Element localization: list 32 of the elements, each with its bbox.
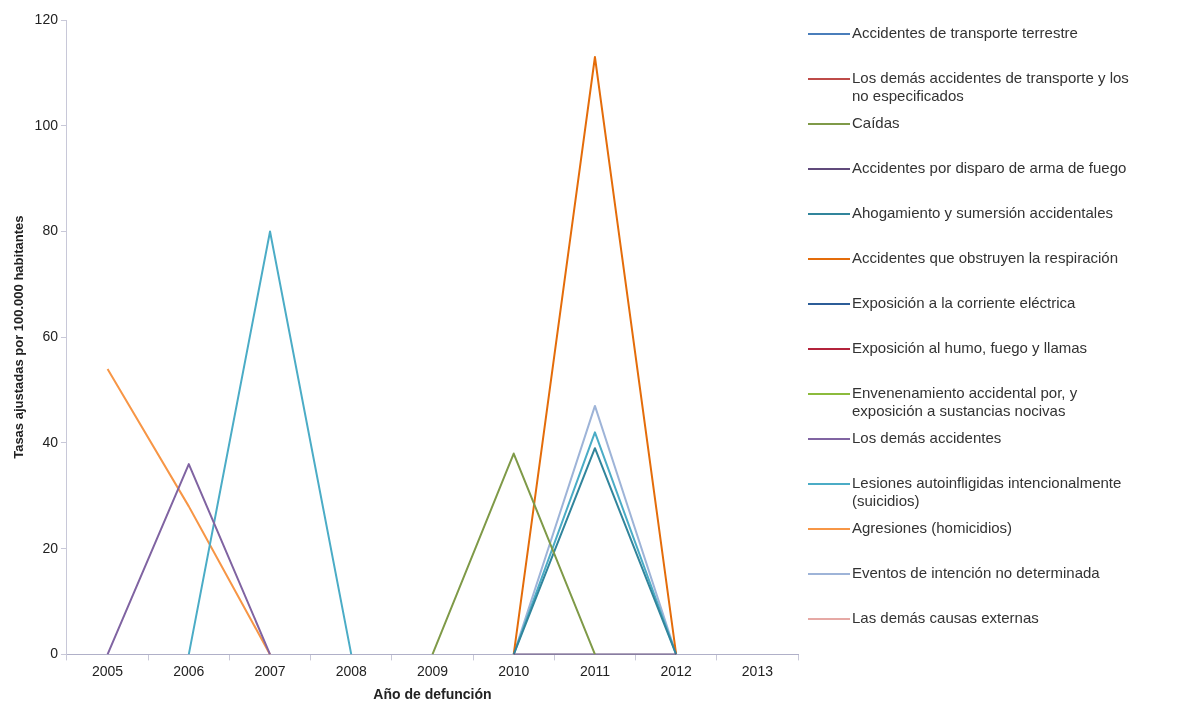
y-tick-label: 0 xyxy=(50,645,59,662)
x-tick-label: 2011 xyxy=(579,662,611,679)
legend-label: Ahogamiento y sumersión accidentales xyxy=(852,204,1113,222)
x-tick-label: 2008 xyxy=(335,662,368,679)
legend-label: Eventos de intención no determinada xyxy=(852,564,1100,582)
legend-label: Envenenamiento accidental por, y exposición a sustancias nocivas xyxy=(852,384,1079,420)
y-tick-label: 120 xyxy=(34,10,59,27)
x-tick-label: 2013 xyxy=(741,662,774,679)
y-axis-title: Tasas ajustadas por 100.000 habitantes xyxy=(11,215,27,459)
y-tick-label: 20 xyxy=(42,539,59,556)
y-tick-label: 80 xyxy=(42,222,59,239)
x-tick-label: 2007 xyxy=(254,662,286,679)
x-tick-label: 2009 xyxy=(416,662,449,679)
y-tick-label: 60 xyxy=(42,328,59,345)
legend-label: Las demás causas externas xyxy=(852,609,1039,627)
y-tick-label: 40 xyxy=(42,433,59,450)
legend-label: Lesiones autoinfligidas intencionalmente (suicidios) xyxy=(852,474,1123,510)
legend-label: Exposición a la corriente eléctrica xyxy=(852,294,1076,312)
x-tick-label: 2006 xyxy=(173,662,205,679)
legend-label: Los demás accidentes xyxy=(852,429,1002,447)
x-tick-label: 2005 xyxy=(91,662,124,679)
x-tick-label: 2010 xyxy=(498,662,530,679)
legend-label: Accidentes por disparo de arma de fuego xyxy=(852,159,1127,177)
legend-label: Agresiones (homicidios) xyxy=(852,519,1013,537)
y-tick-label: 100 xyxy=(34,116,59,133)
x-axis-title: Año de defunción xyxy=(373,686,492,703)
legend-label: Accidentes de transporte terrestre xyxy=(852,24,1078,42)
legend-label: Exposición al humo, fuego y llamas xyxy=(852,339,1088,357)
x-tick-label: 2012 xyxy=(660,662,692,679)
legend-label: Los demás accidentes de transporte y los no especificados xyxy=(852,69,1130,105)
legend-label: Accidentes que obstruyen la respiración xyxy=(852,249,1118,267)
legend-label: Caídas xyxy=(852,114,900,132)
